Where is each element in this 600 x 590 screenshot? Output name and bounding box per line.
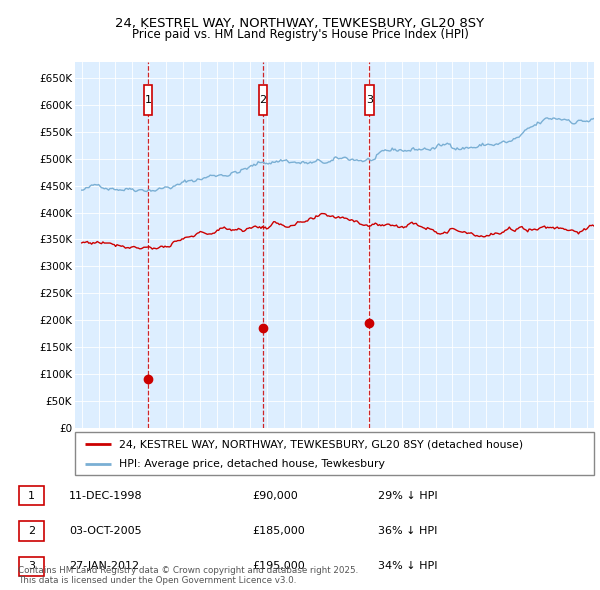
Text: 34% ↓ HPI: 34% ↓ HPI bbox=[378, 562, 437, 571]
FancyBboxPatch shape bbox=[144, 84, 152, 114]
Text: 1: 1 bbox=[145, 94, 152, 104]
Text: 36% ↓ HPI: 36% ↓ HPI bbox=[378, 526, 437, 536]
Text: £90,000: £90,000 bbox=[252, 491, 298, 500]
Text: 2: 2 bbox=[28, 526, 35, 536]
Text: 27-JAN-2012: 27-JAN-2012 bbox=[69, 562, 139, 571]
FancyBboxPatch shape bbox=[365, 84, 374, 114]
Text: 2: 2 bbox=[259, 94, 266, 104]
Text: £195,000: £195,000 bbox=[252, 562, 305, 571]
FancyBboxPatch shape bbox=[259, 84, 267, 114]
Text: HPI: Average price, detached house, Tewkesbury: HPI: Average price, detached house, Tewk… bbox=[119, 460, 385, 469]
Text: £185,000: £185,000 bbox=[252, 526, 305, 536]
Text: 29% ↓ HPI: 29% ↓ HPI bbox=[378, 491, 437, 500]
Text: 11-DEC-1998: 11-DEC-1998 bbox=[69, 491, 143, 500]
Text: Contains HM Land Registry data © Crown copyright and database right 2025.
This d: Contains HM Land Registry data © Crown c… bbox=[18, 566, 358, 585]
FancyBboxPatch shape bbox=[19, 486, 44, 505]
Text: Price paid vs. HM Land Registry's House Price Index (HPI): Price paid vs. HM Land Registry's House … bbox=[131, 28, 469, 41]
Text: 24, KESTREL WAY, NORTHWAY, TEWKESBURY, GL20 8SY: 24, KESTREL WAY, NORTHWAY, TEWKESBURY, G… bbox=[115, 17, 485, 30]
Text: 3: 3 bbox=[28, 562, 35, 571]
Text: 03-OCT-2005: 03-OCT-2005 bbox=[69, 526, 142, 536]
Text: 3: 3 bbox=[366, 94, 373, 104]
Text: 1: 1 bbox=[28, 491, 35, 500]
Text: 24, KESTREL WAY, NORTHWAY, TEWKESBURY, GL20 8SY (detached house): 24, KESTREL WAY, NORTHWAY, TEWKESBURY, G… bbox=[119, 440, 523, 450]
FancyBboxPatch shape bbox=[19, 522, 44, 540]
FancyBboxPatch shape bbox=[19, 557, 44, 576]
FancyBboxPatch shape bbox=[75, 432, 594, 475]
